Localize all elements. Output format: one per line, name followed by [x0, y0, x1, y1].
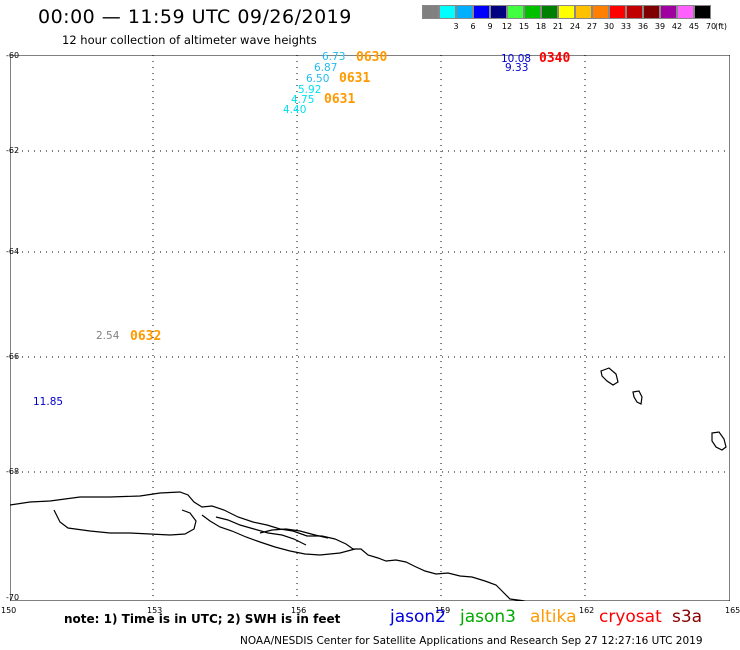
map-title: 00:00 — 11:59 UTC 09/26/2019 — [38, 6, 352, 28]
legend-label: 42 — [671, 22, 683, 31]
legend-swatch — [439, 5, 456, 19]
legend-swatch — [660, 5, 677, 19]
graticule — [10, 55, 730, 601]
legend-label: 3 — [453, 22, 459, 31]
legend-label: 24 — [569, 22, 581, 31]
legend-unit: (ft) — [714, 22, 728, 31]
legend-swatch — [541, 5, 558, 19]
legend-swatch — [609, 5, 626, 19]
legend-swatch — [575, 5, 592, 19]
legend-swatch — [507, 5, 524, 19]
legend-label: 30 — [603, 22, 615, 31]
wave-height-value: 6.87 — [314, 62, 338, 74]
legend-label: 70 — [705, 22, 717, 31]
satellite-label-cryosat: cryosat — [599, 607, 662, 627]
observation-time: 0631 — [324, 92, 356, 107]
legend-label: 15 — [518, 22, 530, 31]
wave-height-value: 9.33 — [505, 62, 529, 74]
lon-label: 162 — [579, 606, 595, 615]
wave-height-value: 6.50 — [306, 73, 330, 85]
observation-time: 0632 — [130, 329, 162, 344]
legend-swatch — [626, 5, 643, 19]
legend-label: 36 — [637, 22, 649, 31]
satellite-label-s3a: s3a — [672, 607, 703, 627]
wave-height-map — [10, 55, 730, 601]
lat-label: -70 — [6, 593, 20, 602]
island-1 — [600, 367, 619, 386]
legend-label: 9 — [487, 22, 493, 31]
legend-swatch — [456, 5, 473, 19]
footnote: note: 1) Time is in UTC; 2) SWH is in fe… — [64, 612, 341, 626]
observation-time: 0340 — [539, 51, 571, 66]
legend-swatch — [422, 5, 439, 19]
map-frame — [10, 55, 730, 601]
coastline-peninsula — [215, 516, 329, 546]
legend-label: 21 — [552, 22, 564, 31]
legend-swatch — [677, 5, 694, 19]
satellite-label-jason3: jason3 — [460, 607, 516, 627]
lon-label: 150 — [1, 606, 17, 615]
legend-swatch — [524, 5, 541, 19]
legend-swatch — [694, 5, 711, 19]
wave-height-value: 2.54 — [96, 330, 120, 342]
credit-footer: NOAA/NESDIS Center for Satellite Applica… — [240, 635, 703, 647]
legend-label: 12 — [501, 22, 513, 31]
legend-swatch — [490, 5, 507, 19]
observation-time: 0631 — [339, 71, 371, 86]
wave-height-legend: 3 6 9 12 15 18 21 24 27 30 33 36 39 42 45 70 (ft) — [422, 5, 728, 35]
legend-swatch — [558, 5, 575, 19]
wave-height-value: 11.85 — [33, 396, 64, 408]
legend-label: 6 — [470, 22, 476, 31]
island-3 — [711, 431, 727, 451]
legend-label: 45 — [688, 22, 700, 31]
lon-label: 159 — [435, 606, 451, 615]
legend-label: 33 — [620, 22, 632, 31]
legend-label: 18 — [535, 22, 547, 31]
wave-height-value: 5.92 — [298, 84, 322, 96]
legend-label: 39 — [654, 22, 666, 31]
lat-label: -66 — [6, 352, 20, 361]
wave-height-value: 10.08 — [501, 53, 532, 65]
legend-swatch — [473, 5, 490, 19]
lat-label: -68 — [6, 467, 20, 476]
observation-time: 0630 — [356, 50, 388, 65]
island-2 — [632, 390, 643, 405]
antarctic-coastline — [10, 491, 526, 601]
lon-label: 156 — [291, 606, 307, 615]
legend-swatch — [643, 5, 660, 19]
wave-height-value: 4.40 — [283, 104, 307, 116]
satellite-label-altika: altika — [530, 607, 577, 627]
legend-label: 27 — [586, 22, 598, 31]
wave-height-value: 4.75 — [291, 94, 315, 106]
legend-swatch — [592, 5, 609, 19]
lat-label: -64 — [6, 247, 20, 256]
satellite-label-jason2: jason2 — [390, 607, 446, 627]
map-subtitle: 12 hour collection of altimeter wave hei… — [62, 33, 317, 47]
wave-height-value: 6.73 — [322, 51, 346, 63]
lat-label: -62 — [6, 146, 20, 155]
lon-label: 165 — [725, 606, 740, 615]
coastline-inlet — [53, 509, 356, 556]
lon-label: 153 — [147, 606, 163, 615]
lat-label: -60 — [6, 51, 20, 60]
